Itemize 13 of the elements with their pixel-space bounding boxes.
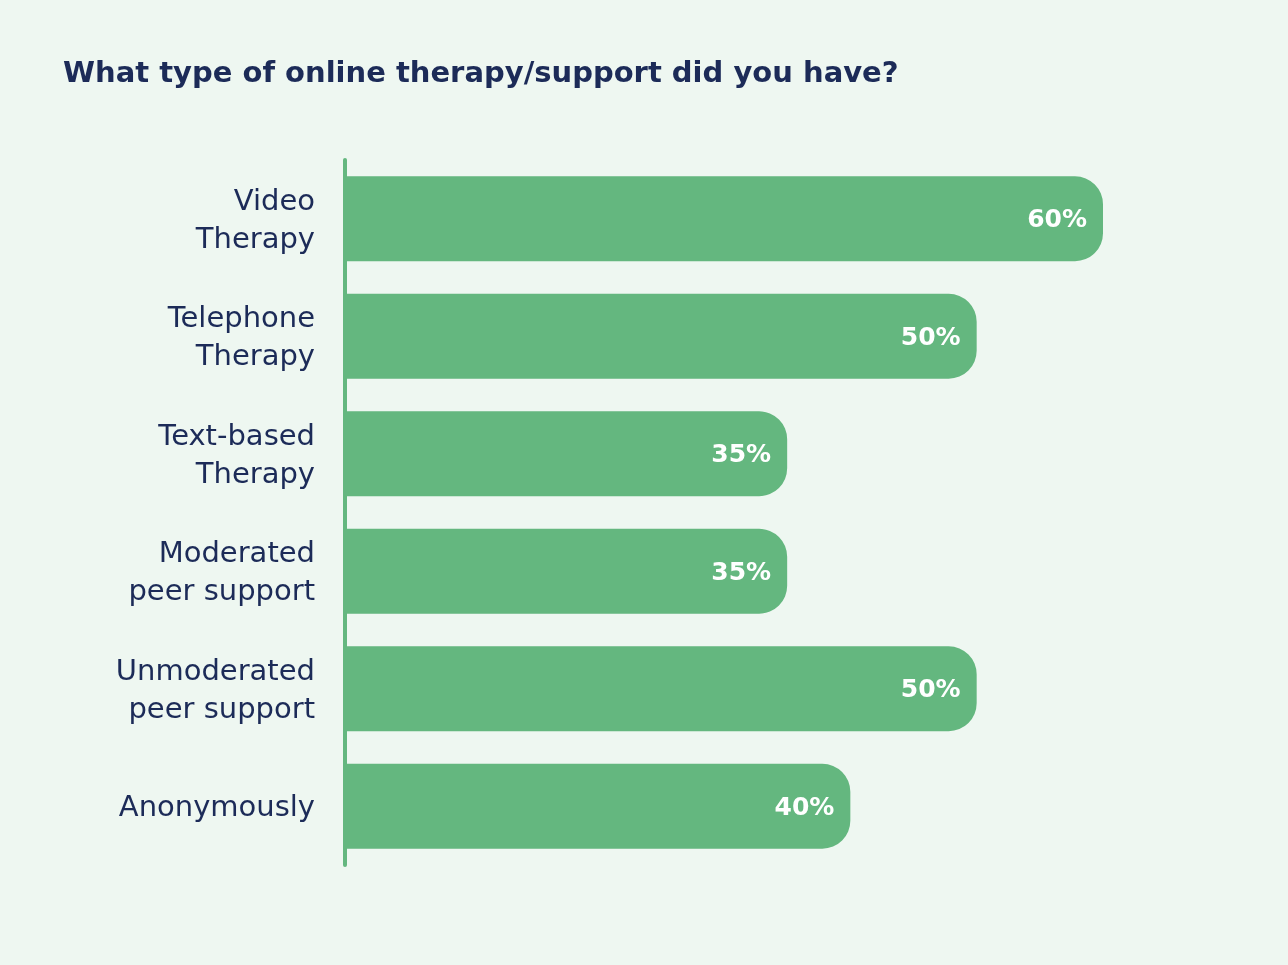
data-label: 35% xyxy=(711,439,772,469)
y-tick-label: Moderated peer support xyxy=(128,535,315,608)
data-label: 50% xyxy=(900,321,961,351)
y-tick-label: Video Therapy xyxy=(194,182,315,255)
y-tick-label: Unmoderated peer support xyxy=(115,652,315,725)
chart-title: What type of online therapy/support did you have? xyxy=(63,54,899,89)
data-label: 40% xyxy=(774,791,835,821)
y-tick-label: Text-based Therapy xyxy=(157,417,315,490)
y-tick-label: Telephone Therapy xyxy=(166,300,315,373)
data-label: 50% xyxy=(900,674,961,704)
y-tick-label: Anonymously xyxy=(118,789,315,824)
data-label: 60% xyxy=(1027,204,1087,234)
data-label: 35% xyxy=(711,556,772,586)
